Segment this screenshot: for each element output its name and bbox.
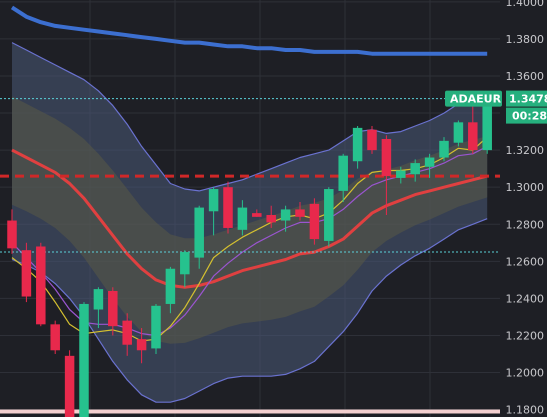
candle-8 bbox=[122, 313, 132, 356]
candle-body-12 bbox=[180, 252, 190, 275]
candle-32 bbox=[468, 105, 478, 154]
countdown-label: 00:28 bbox=[512, 110, 547, 123]
candle-14 bbox=[208, 187, 219, 236]
candle-18 bbox=[266, 205, 276, 228]
y-tick-label-10: 1.2000 bbox=[506, 367, 545, 380]
candle-1 bbox=[21, 242, 32, 303]
candle-7 bbox=[108, 287, 118, 336]
y-tick-label-2: 1.3600 bbox=[506, 70, 545, 83]
y-tick-label-5: 1.3000 bbox=[506, 181, 545, 194]
candle-body-31 bbox=[453, 122, 464, 143]
bollinger-lower-line bbox=[11, 218, 488, 403]
candle-body-18 bbox=[266, 214, 276, 223]
candle-30 bbox=[439, 137, 449, 162]
candle-body-9 bbox=[136, 339, 147, 351]
candle-29 bbox=[424, 153, 435, 178]
candle-13 bbox=[194, 205, 204, 269]
candle-3 bbox=[50, 320, 60, 354]
candle-body-14 bbox=[208, 189, 219, 212]
symbol-label: ADAEUR bbox=[450, 93, 502, 106]
price-badges: ADAEUR 1.3478 00:28 bbox=[445, 90, 547, 124]
candle-body-4 bbox=[64, 355, 75, 417]
candle-body-33 bbox=[482, 100, 492, 151]
candle-33 bbox=[482, 98, 492, 154]
candle-body-27 bbox=[396, 170, 406, 178]
candle-4 bbox=[64, 350, 75, 417]
y-tick-label-4: 1.3200 bbox=[506, 144, 545, 157]
candle-12 bbox=[180, 250, 190, 288]
candle-25 bbox=[367, 126, 377, 154]
candle-10 bbox=[151, 303, 161, 354]
candle-26 bbox=[381, 135, 392, 215]
bollinger-middle-line bbox=[11, 148, 488, 289]
candle-body-22 bbox=[324, 189, 334, 241]
candle-body-8 bbox=[122, 320, 132, 345]
candle-body-25 bbox=[367, 129, 377, 151]
bollinger-inner-fill bbox=[12, 96, 488, 344]
symbol-badge bbox=[445, 90, 502, 107]
bollinger-upper-line bbox=[11, 42, 488, 192]
candle-body-17 bbox=[252, 213, 262, 217]
candle-0 bbox=[7, 209, 17, 254]
y-tick-label-6: 1.2800 bbox=[506, 218, 545, 231]
candle-body-15 bbox=[223, 187, 233, 228]
candle-body-28 bbox=[410, 163, 420, 175]
y-tick-label-11: 1.1800 bbox=[506, 404, 545, 417]
candle-body-10 bbox=[151, 305, 161, 349]
candle-27 bbox=[396, 166, 406, 184]
candle-24 bbox=[352, 126, 363, 169]
y-tick-label-8: 1.2400 bbox=[506, 292, 545, 305]
last-price-badge bbox=[506, 90, 547, 107]
candle-body-29 bbox=[424, 157, 435, 167]
candle-2 bbox=[36, 242, 46, 327]
candle-16 bbox=[237, 200, 248, 236]
candle-body-23 bbox=[338, 155, 348, 191]
candle-body-26 bbox=[381, 139, 392, 177]
ma-fast-line bbox=[11, 136, 488, 342]
ma-long-line bbox=[10, 5, 488, 56]
candle-body-16 bbox=[237, 207, 248, 230]
candle-body-2 bbox=[36, 246, 46, 325]
candle-17 bbox=[252, 209, 262, 217]
candle-21 bbox=[309, 198, 320, 245]
y-tick-label-7: 1.2600 bbox=[506, 255, 545, 268]
candle-body-32 bbox=[468, 122, 478, 151]
candle-body-5 bbox=[79, 303, 89, 417]
candle-6 bbox=[93, 287, 104, 329]
candle-body-19 bbox=[280, 209, 291, 221]
candle-body-0 bbox=[7, 220, 17, 249]
candle-body-24 bbox=[352, 127, 363, 162]
last-price-label: 1.3478 bbox=[509, 93, 547, 106]
candle-19 bbox=[280, 205, 291, 232]
price-axis: 1.40001.38001.36001.34001.32001.30001.28… bbox=[506, 0, 545, 417]
y-tick-label-9: 1.2200 bbox=[506, 329, 545, 342]
candle-body-30 bbox=[439, 140, 449, 158]
candle-9 bbox=[136, 328, 147, 364]
candle-5 bbox=[79, 302, 89, 417]
candle-body-7 bbox=[108, 290, 118, 327]
candle-11 bbox=[165, 266, 176, 314]
y-tick-label-1: 1.3800 bbox=[506, 33, 545, 46]
candles bbox=[7, 98, 492, 417]
candle-body-11 bbox=[165, 268, 176, 304]
countdown-badge bbox=[506, 107, 547, 124]
candle-body-3 bbox=[50, 324, 60, 351]
candle-body-6 bbox=[93, 289, 104, 310]
candle-23 bbox=[338, 153, 348, 203]
candle-22 bbox=[324, 187, 334, 247]
indicator-lines bbox=[10, 5, 488, 403]
candle-body-1 bbox=[21, 250, 32, 297]
candle-15 bbox=[223, 181, 233, 234]
candle-20 bbox=[295, 202, 305, 221]
candle-body-13 bbox=[194, 207, 204, 258]
candle-body-21 bbox=[309, 203, 320, 240]
y-tick-label-0: 1.4000 bbox=[506, 0, 545, 9]
candle-body-20 bbox=[295, 209, 305, 217]
ma-slow-line bbox=[11, 145, 488, 337]
candle-31 bbox=[453, 120, 464, 147]
candle-28 bbox=[410, 159, 420, 182]
